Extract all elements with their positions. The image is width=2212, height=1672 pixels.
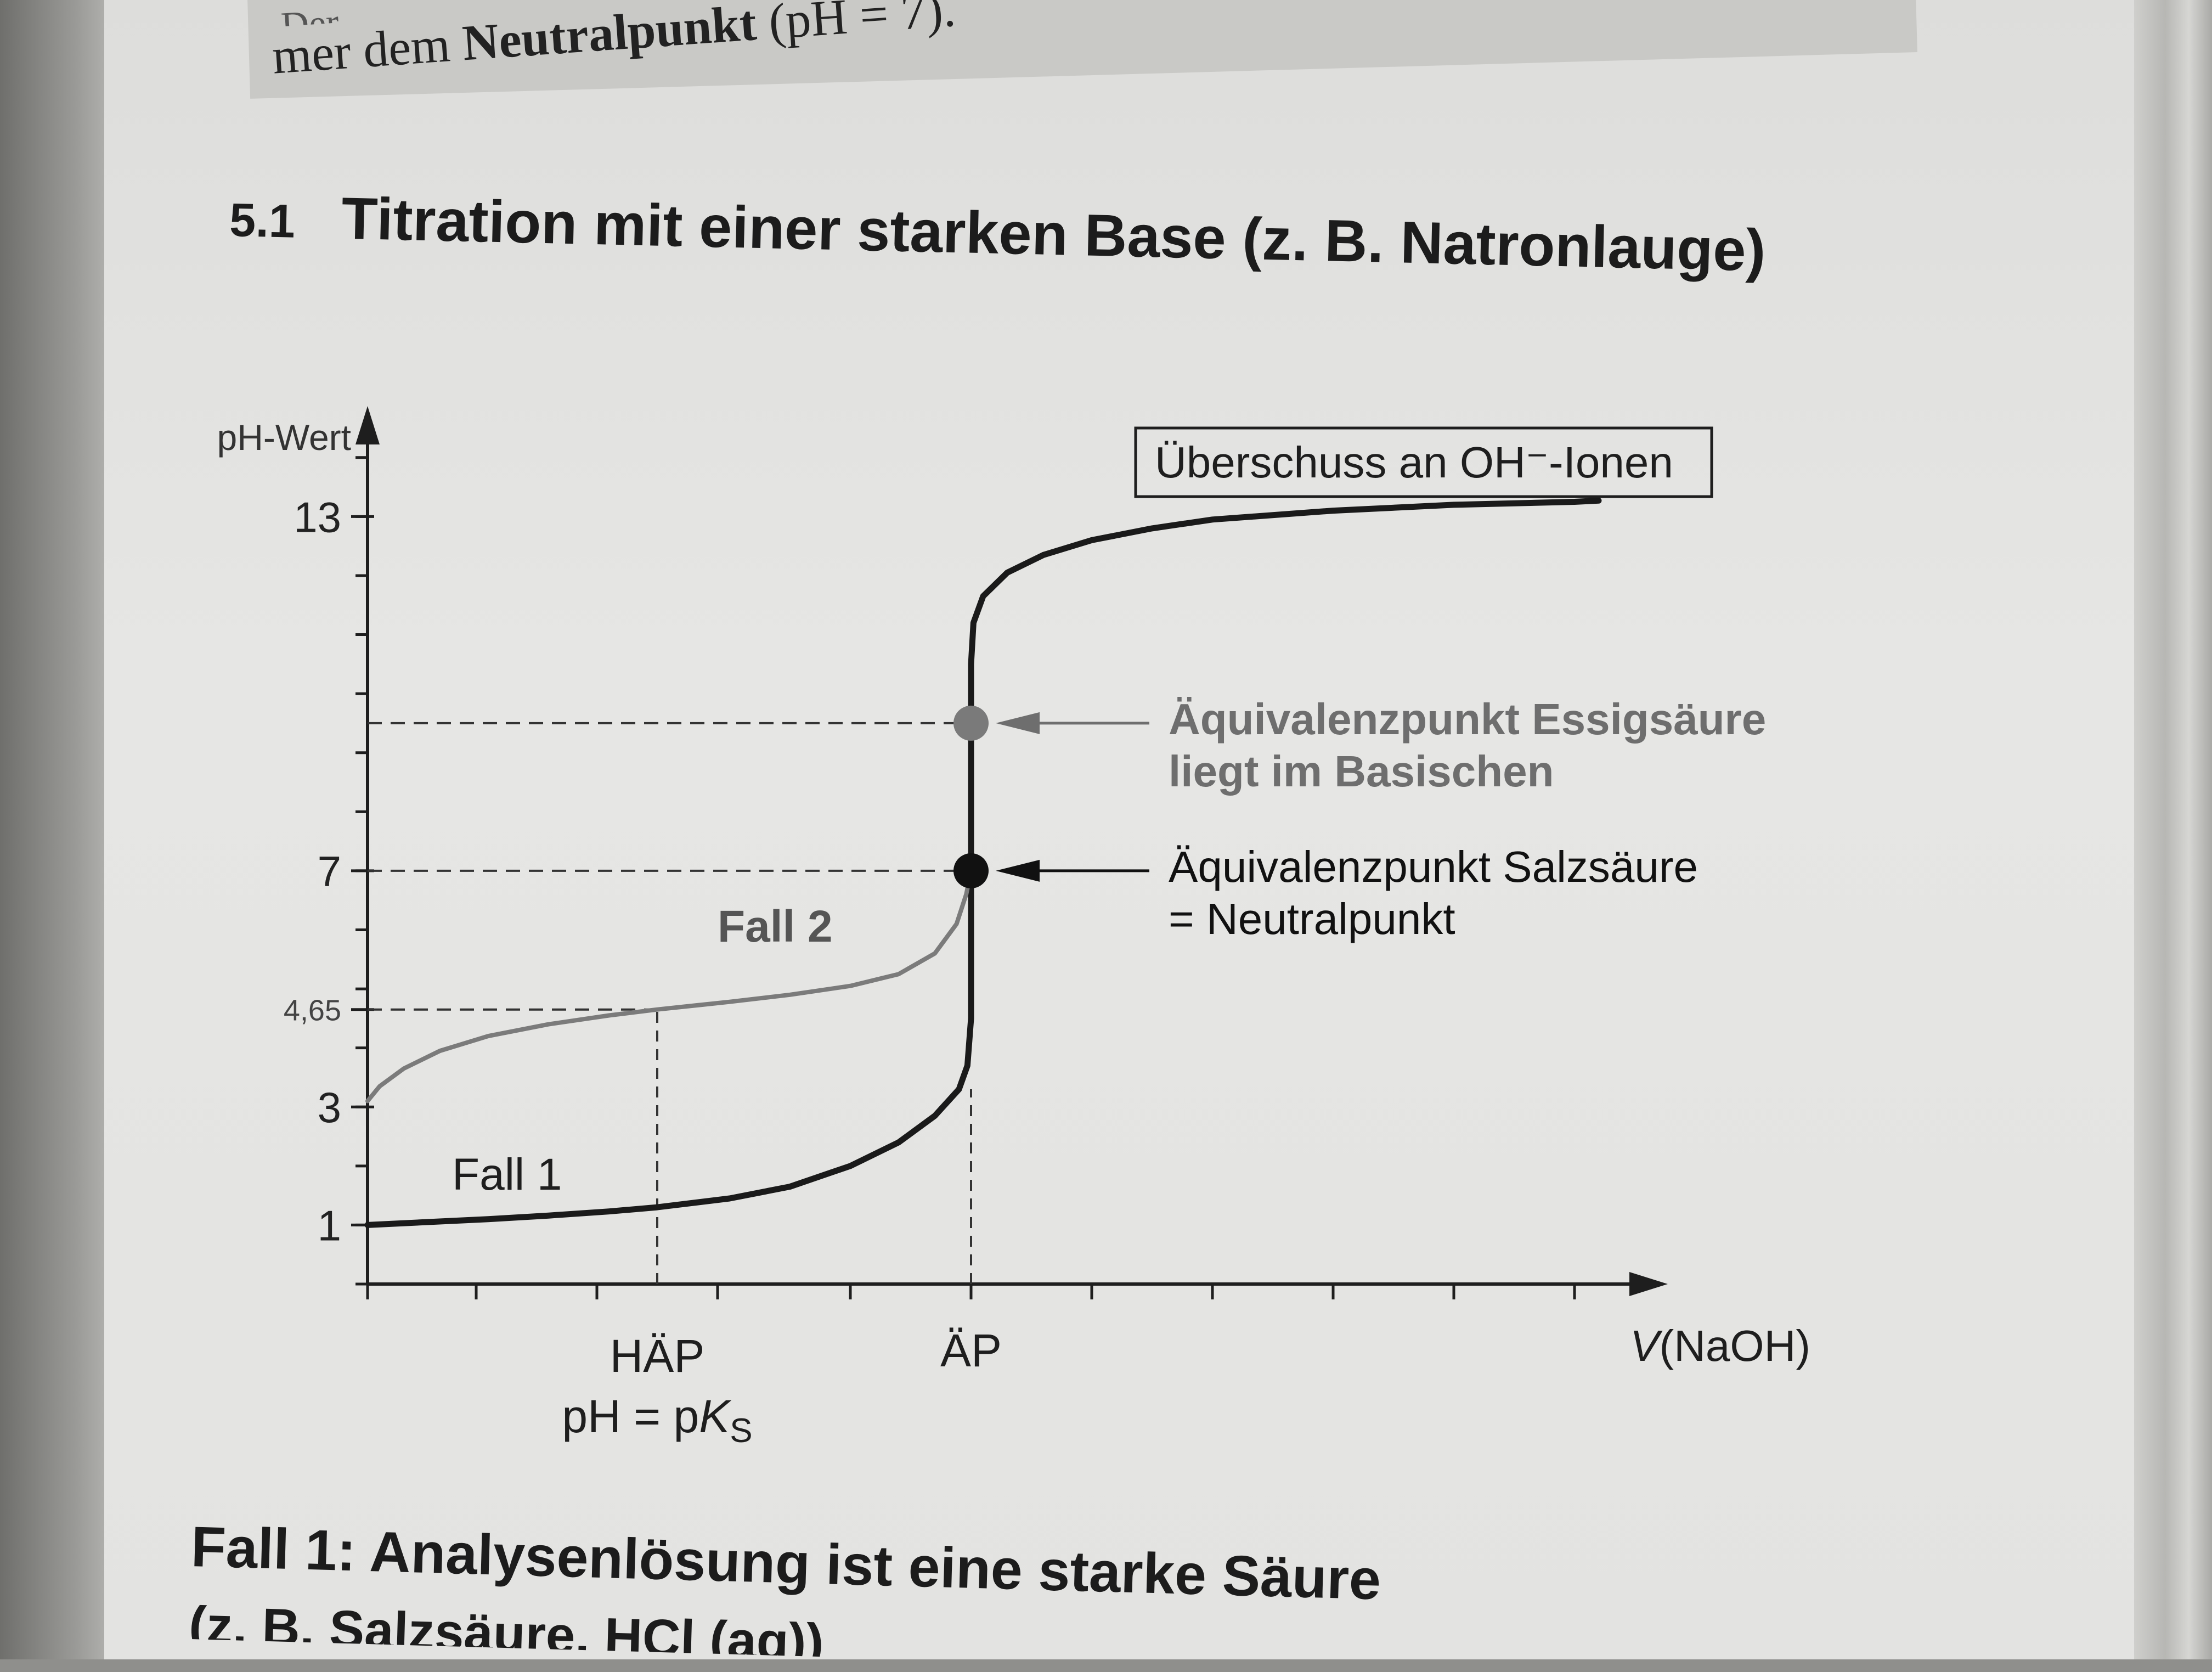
page-edges bbox=[2134, 0, 2212, 1659]
y-tick-label: 13 bbox=[294, 493, 341, 541]
section-number: 5.1 bbox=[229, 193, 296, 248]
equivalence-point-acetic bbox=[953, 705, 989, 741]
series-label-fall-2: Fall 2 bbox=[718, 902, 833, 952]
annotation-acetic-line2: liegt im Basischen bbox=[1169, 747, 1554, 796]
annotation-hcl-line1: Äquivalenzpunkt Salzsäure bbox=[1169, 842, 1698, 891]
excess-label-box bbox=[1134, 426, 1713, 498]
arrow-acetic-head bbox=[996, 712, 1040, 734]
equivalence-point-hcl bbox=[953, 853, 989, 888]
y-tick-label: 1 bbox=[318, 1201, 341, 1249]
series-label-fall-1: Fall 1 bbox=[452, 1150, 562, 1200]
arrow-hcl-head bbox=[996, 859, 1040, 882]
series-fall-2-line bbox=[365, 868, 973, 1104]
book-page bbox=[104, 0, 2134, 1659]
titration-chart: 1 3 4,65 7 13 pH-Wert V(NaOH) Fall 1 Fall 2 HÄP pH… bbox=[187, 373, 1854, 1482]
y-tick-label: 3 bbox=[318, 1083, 341, 1131]
annotation-hcl-line2: = Neutralpunkt bbox=[1169, 894, 1455, 943]
y-axis-label: pH-Wert bbox=[217, 417, 351, 458]
excess-label-text: Überschuss an OH⁻-Ionen bbox=[1155, 438, 1673, 487]
x-marker-haep-label: HÄP bbox=[610, 1330, 705, 1382]
y-tick-label: 4,65 bbox=[284, 994, 341, 1027]
x-axis-arrow bbox=[1629, 1272, 1668, 1296]
y-tick-label: 7 bbox=[318, 847, 341, 896]
x-marker-haep-condition: pH = pKS bbox=[562, 1390, 752, 1450]
series-fall-1-line bbox=[364, 497, 1602, 1228]
y-axis-arrow bbox=[356, 406, 380, 444]
prev-fragment-prefix: mer dem bbox=[270, 15, 465, 85]
annotation-acetic-line1: Äquivalenzpunkt Essigsäure bbox=[1169, 695, 1766, 744]
x-axis-label: V(NaOH) bbox=[1630, 1321, 1810, 1370]
x-marker-aep-label: ÄP bbox=[940, 1325, 1002, 1376]
